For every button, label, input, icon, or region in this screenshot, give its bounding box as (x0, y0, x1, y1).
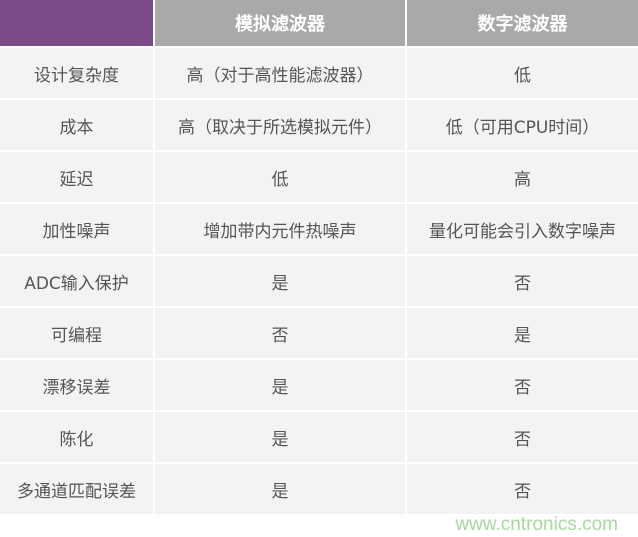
header-analog: 模拟滤波器 (155, 0, 405, 46)
header-digital: 数字滤波器 (407, 0, 638, 46)
table-row: 漂移误差是否 (0, 360, 638, 410)
row-label: 延迟 (0, 152, 153, 202)
watermark: www.cntronics.com (455, 514, 618, 535)
analog-cell: 是 (155, 360, 405, 410)
table-row: 延迟低高 (0, 152, 638, 202)
table-row: ADC输入保护是否 (0, 256, 638, 306)
table-row: 加性噪声 增加带内元件热噪声 量化可能会引入数字噪声 (0, 204, 638, 254)
analog-cell: 是 (155, 256, 405, 306)
analog-cell: 是 (155, 412, 405, 462)
digital-cell: 否 (407, 464, 638, 514)
table-row: 可编程否是 (0, 308, 638, 358)
digital-cell: 否 (407, 360, 638, 410)
digital-cell: 低 (407, 48, 638, 98)
row-label: 加性噪声 (0, 204, 153, 254)
row-label: 多通道匹配误差 (0, 464, 153, 514)
analog-cell: 低 (155, 152, 405, 202)
row-label: 设计复杂度 (0, 48, 153, 98)
digital-cell: 否 (407, 412, 638, 462)
analog-cell: 否 (155, 308, 405, 358)
digital-cell: 否 (407, 256, 638, 306)
digital-cell: 低（可用CPU时间） (407, 100, 638, 150)
comparison-table: 模拟滤波器 数字滤波器 设计复杂度 高（对于高性能滤波器）低成本 高（取决于所选模拟… (0, 0, 638, 514)
analog-cell: 增加带内元件热噪声 (155, 204, 405, 254)
digital-cell: 高 (407, 152, 638, 202)
header-row: 模拟滤波器 数字滤波器 (0, 0, 638, 46)
row-label: 陈化 (0, 412, 153, 462)
table-row: 设计复杂度 高（对于高性能滤波器）低 (0, 48, 638, 98)
row-label: 可编程 (0, 308, 153, 358)
digital-cell: 是 (407, 308, 638, 358)
row-label: 成本 (0, 100, 153, 150)
table-row: 成本 高（取决于所选模拟元件） 低（可用CPU时间） (0, 100, 638, 150)
analog-cell: 高（对于高性能滤波器） (155, 48, 405, 98)
row-label: 漂移误差 (0, 360, 153, 410)
analog-cell: 高（取决于所选模拟元件） (155, 100, 405, 150)
digital-cell: 量化可能会引入数字噪声 (407, 204, 638, 254)
table-row: 陈化是否 (0, 412, 638, 462)
analog-cell: 是 (155, 464, 405, 514)
header-corner (0, 0, 153, 46)
table-row: 多通道匹配误差是否 (0, 464, 638, 514)
row-label: ADC输入保护 (0, 256, 153, 306)
